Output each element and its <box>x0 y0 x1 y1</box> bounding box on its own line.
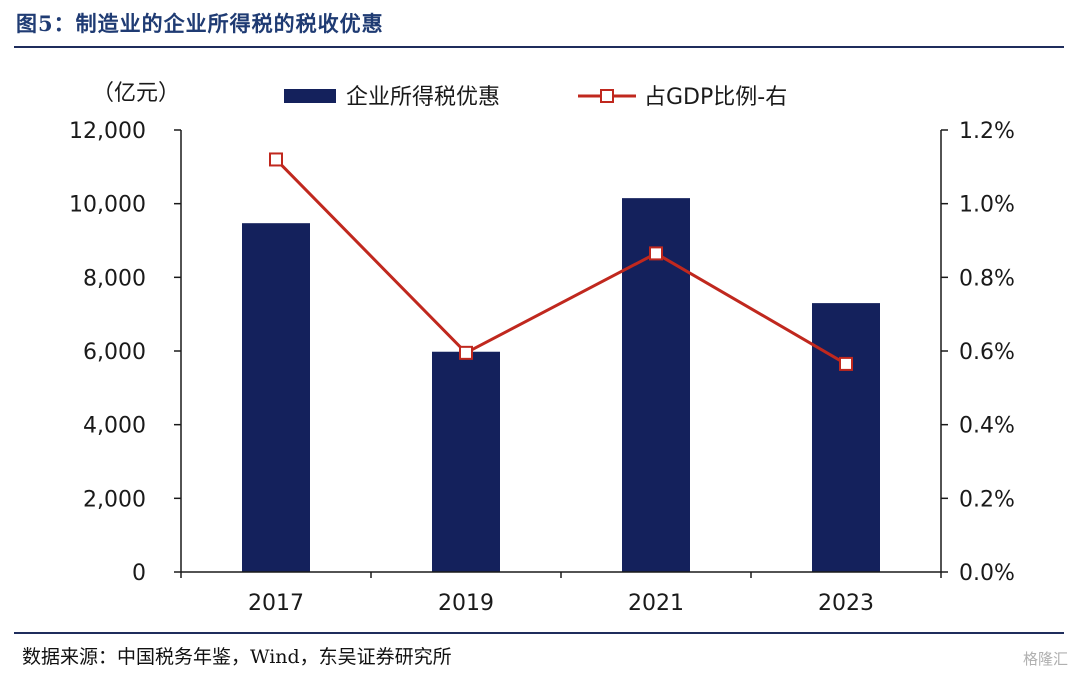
y-tick-label-left: 6,000 <box>83 340 146 365</box>
chart-area: （亿元） 企业所得税优惠 占GDP比例-右 12,000 1.2% 10,000 1.… <box>69 81 1015 616</box>
bar-2023 <box>812 303 880 572</box>
y-tick-label-left: 8,000 <box>83 266 146 291</box>
gdp-ratio-point-2017 <box>269 152 283 167</box>
y-axis-unit-label: （亿元） <box>92 81 180 106</box>
legend-line-label: 占GDP比例-右 <box>644 85 787 110</box>
gdp-ratio-point-2021 <box>649 246 663 261</box>
legend-bar-label: 企业所得税优惠 <box>346 85 500 110</box>
x-tick-label: 2023 <box>818 591 874 616</box>
y-tick-label-right: 1.2% <box>959 119 1015 144</box>
x-tick-label: 2019 <box>438 591 494 616</box>
bar-2021 <box>622 198 690 572</box>
footer-divider <box>14 632 1064 634</box>
source-note: 数据来源：中国税务年鉴，Wind，东吴证券研究所 <box>22 646 452 668</box>
gdp-ratio-line <box>274 158 847 366</box>
y-tick-label-left: 12,000 <box>69 119 146 144</box>
y-tick-label-right: 0.8% <box>959 266 1015 291</box>
y-tick-label-right: 0.6% <box>959 340 1015 365</box>
y-tick-label-right: 0.0% <box>959 561 1015 586</box>
bar-2017 <box>242 223 310 572</box>
watermark: 格隆汇 <box>1022 650 1068 668</box>
y-tick-label-right: 1.0% <box>959 193 1015 218</box>
title-divider <box>14 46 1064 48</box>
bar-series <box>242 198 880 572</box>
y-tick-label-right: 0.4% <box>959 414 1015 439</box>
gdp-ratio-point-2019 <box>459 345 473 360</box>
x-tick-label: 2017 <box>248 591 304 616</box>
axes: 12,000 1.2% 10,000 1.0% 8,000 0.8% 6,000 0.6% 4,… <box>69 119 1015 616</box>
x-tick-label: 2021 <box>628 591 684 616</box>
y-tick-label-left: 0 <box>132 561 146 586</box>
y-tick-label-left: 4,000 <box>83 414 146 439</box>
y-tick-label-left: 10,000 <box>69 193 146 218</box>
y-tick-label-right: 0.2% <box>959 487 1015 512</box>
y-tick-label-left: 2,000 <box>83 487 146 512</box>
legend: 企业所得税优惠 占GDP比例-右 <box>284 85 787 110</box>
line-series <box>269 152 853 371</box>
legend-line-marker <box>600 89 614 103</box>
figure-title: 图5：制造业的企业所得税的税收优惠 <box>16 11 384 36</box>
legend-bar-swatch <box>284 89 336 103</box>
gdp-ratio-point-2023 <box>839 356 853 371</box>
bar-2019 <box>432 351 500 572</box>
